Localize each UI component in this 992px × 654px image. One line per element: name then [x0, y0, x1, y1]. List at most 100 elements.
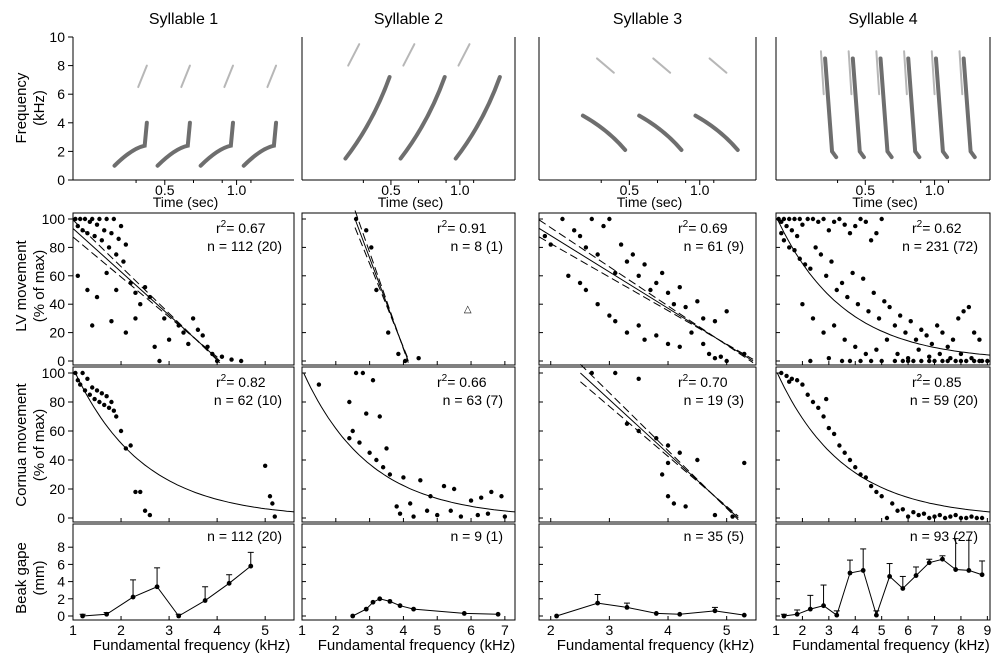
cornua-point [94, 388, 100, 393]
cornua-frame [301, 366, 516, 523]
beak-frame [301, 523, 516, 621]
column-title: Syllable 2 [374, 11, 443, 28]
lv-point [781, 216, 787, 222]
lv-stat-r2: r2= 0.91 [437, 219, 487, 236]
beak-line [783, 558, 983, 617]
lv-point [879, 358, 884, 364]
beak-ylabel-line2: (mm) [31, 561, 48, 596]
cornua-point [270, 501, 275, 506]
cornua-point [350, 428, 355, 434]
spectrogram-harmonic-upper [903, 50, 908, 96]
beak-point [226, 580, 232, 586]
cornua-point [102, 402, 107, 408]
cornua-point [916, 512, 921, 518]
cornua-point [589, 370, 594, 376]
freq-xtick-label: 7 [931, 622, 939, 638]
lv-point [123, 242, 129, 247]
lv-point [845, 294, 850, 300]
lv-point [200, 333, 205, 338]
spectrogram-xtick-label: 0.5 [381, 182, 401, 198]
lv-point [779, 219, 784, 225]
lv-point [892, 358, 898, 364]
lv-point [147, 294, 153, 300]
cornua-point [114, 414, 119, 419]
cornua-point [357, 440, 362, 445]
cornua-point [810, 399, 816, 405]
cornua-point [485, 511, 491, 516]
cornua-point [787, 379, 792, 384]
lv-point [789, 228, 795, 233]
lv-point [977, 358, 982, 364]
cornua-point [789, 376, 795, 381]
cornua-panel: r2= 0.70 n = 19 (3) [538, 363, 757, 523]
lv-point [958, 351, 964, 357]
lv-point [229, 357, 234, 362]
lv-fit-lower-ci [72, 236, 221, 360]
cornua-frame [775, 366, 991, 523]
cornua-point [794, 378, 800, 383]
lv-panel: △ r2= 0.91 n = 8 (1) [301, 210, 516, 366]
lv-point [648, 287, 653, 293]
freq-xtick-label: 5 [433, 622, 441, 638]
lv-point [152, 344, 157, 349]
column-2: Syllable 2 0.5 1.0 Time (sec) △ r2= 0.91 n = 8… [298, 11, 516, 654]
lv-point [542, 233, 548, 239]
lv-point [958, 358, 964, 364]
cornua-point [475, 512, 481, 518]
cornua-point [367, 450, 372, 455]
lv-point [99, 238, 105, 243]
beak-point [554, 613, 559, 619]
spectrogram-harmonic-fundamental [453, 75, 502, 161]
spectrogram-harmonic-fundamental [343, 75, 392, 161]
lv-point [364, 228, 369, 233]
cornua-ytick-label: 100 [42, 365, 66, 381]
lv-point [595, 302, 600, 307]
cornua-point [478, 495, 484, 500]
spectrogram-harmonic-upper [457, 43, 471, 67]
beak-point [176, 613, 182, 619]
lv-point [109, 319, 114, 324]
lv-point [842, 337, 847, 342]
spectrogram-harmonic-fundamental [961, 56, 977, 160]
beak-panel: n = 9 (1) [301, 523, 516, 621]
freq-xtick-label: 6 [904, 622, 912, 638]
beak-point [130, 594, 136, 600]
lv-point [97, 216, 102, 222]
lv-point [868, 358, 874, 364]
lv-point [613, 319, 618, 324]
cornua-stat-r2: r2= 0.70 [678, 373, 728, 390]
lv-point [813, 245, 818, 250]
cornua-point [969, 514, 974, 519]
cornua-ylabel-line1: Cornua movement [13, 382, 30, 506]
lv-point [402, 358, 408, 364]
cornua-point [979, 515, 985, 521]
cornua-point [489, 489, 494, 495]
lv-point [810, 316, 816, 321]
beak-point [966, 568, 972, 573]
lv-point [353, 216, 359, 222]
lv-point [396, 351, 401, 357]
lv-frame [72, 212, 295, 366]
cornua-point [974, 515, 979, 521]
beak-ytick-label: 6 [57, 556, 65, 572]
cornua-stat-n: n = 19 (3) [684, 392, 744, 408]
lv-point [876, 316, 882, 321]
spectrogram-harmonic-fundamental [637, 113, 684, 152]
lv-point [953, 358, 958, 364]
cornua-point [387, 472, 393, 477]
freq-xtick-label: 6 [467, 622, 475, 638]
spectrogram-harmonic-fundamental [693, 113, 740, 152]
spectrogram-harmonic-upper [347, 43, 361, 67]
cornua-point [397, 511, 403, 516]
lv-point [847, 231, 853, 236]
lv-ytick-label: 0 [57, 353, 65, 369]
lv-frame [301, 212, 516, 366]
beak-point [926, 560, 932, 566]
cornua-point [347, 399, 352, 405]
freq-xtick-label: 3 [605, 622, 613, 638]
beak-point [794, 611, 800, 617]
spectrogram-harmonic-upper [137, 64, 148, 89]
cornua-point [147, 512, 153, 518]
spectrogram-ylabel: Frequency (kHz) [13, 72, 48, 143]
cornua-point [823, 396, 829, 402]
